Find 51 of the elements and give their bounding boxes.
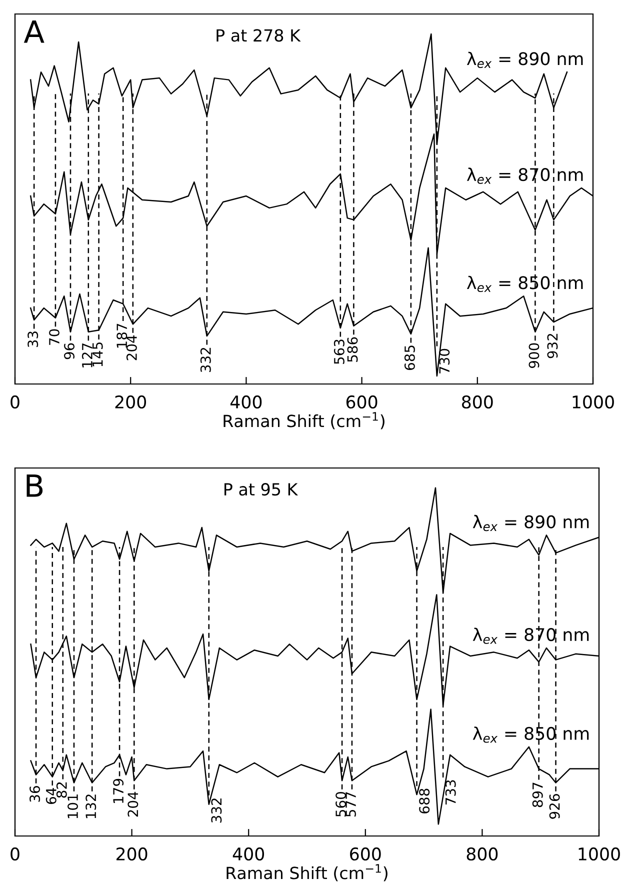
ref-line-label: 204 bbox=[126, 335, 137, 360]
ref-line-label: 563 bbox=[334, 340, 344, 364]
x-tick-label: 600 bbox=[350, 847, 381, 861]
ref-line-label: 70 bbox=[48, 329, 60, 345]
x-tick-label: 400 bbox=[232, 847, 264, 861]
ref-line-label: 733 bbox=[445, 780, 456, 805]
x-tick-label: 0 bbox=[10, 395, 20, 409]
ref-line-label: 127 bbox=[82, 344, 92, 368]
series-label: λ$_{ex}$ = 870 nm bbox=[472, 628, 589, 644]
ref-line-label: 332 bbox=[211, 798, 222, 823]
ref-line-label: 926 bbox=[549, 794, 560, 819]
x-tick-label: 800 bbox=[466, 847, 498, 861]
ref-line-label: 897 bbox=[532, 782, 543, 808]
ref-line-label: 145 bbox=[92, 342, 103, 366]
ref-line-label: 101 bbox=[68, 794, 78, 818]
ref-line-label: 179 bbox=[113, 778, 124, 803]
ref-line-label: 132 bbox=[86, 794, 96, 818]
ref-line-label: 932 bbox=[547, 334, 558, 358]
annotation: B bbox=[26, 474, 43, 497]
annotation: P at 95 K bbox=[224, 483, 298, 496]
ref-line-label: 685 bbox=[404, 346, 415, 370]
ref-line-label: 900 bbox=[528, 343, 540, 368]
ref-line-label: 577 bbox=[346, 792, 356, 817]
x-axis-title: Raman Shift (cm$^{−1}$) bbox=[224, 412, 384, 430]
ref-line-label: 560 bbox=[336, 792, 346, 817]
ref-line-label: 33 bbox=[28, 332, 38, 348]
annotation: P at 278 K bbox=[216, 29, 301, 42]
x-tick-label: 0 bbox=[10, 847, 20, 861]
annotation: A bbox=[24, 20, 44, 43]
ref-line-label: 688 bbox=[419, 788, 430, 814]
x-axis-title: Raman Shift (cm$^{−1}$) bbox=[226, 864, 388, 882]
ref-line-label: 96 bbox=[64, 343, 75, 360]
ref-line-label: 730 bbox=[439, 348, 450, 374]
ref-line-label: 64 bbox=[46, 788, 56, 804]
x-tick-label: 1000 bbox=[578, 847, 620, 861]
x-tick-label: 400 bbox=[230, 395, 262, 409]
series-label: λ$_{ex}$ = 870 nm bbox=[466, 168, 583, 184]
x-tick-label: 800 bbox=[462, 395, 493, 409]
x-tick-label: 200 bbox=[115, 395, 146, 409]
series-label: λ$_{ex}$ = 890 nm bbox=[466, 52, 583, 68]
ref-line-label: 82 bbox=[56, 782, 67, 798]
x-tick-label: 200 bbox=[116, 847, 148, 861]
ref-line-label: 332 bbox=[200, 348, 211, 372]
series-label: λ$_{ex}$ = 890 nm bbox=[472, 514, 589, 532]
x-tick-label: 600 bbox=[346, 395, 378, 409]
ref-line-label: 36 bbox=[30, 786, 40, 802]
ref-line-label: 204 bbox=[128, 792, 138, 817]
x-tick-label: 1000 bbox=[572, 395, 614, 409]
series-label: λ$_{ex}$ = 850 nm bbox=[466, 276, 583, 292]
ref-line-label: 187 bbox=[116, 324, 128, 348]
ref-line-label: 586 bbox=[347, 337, 358, 362]
